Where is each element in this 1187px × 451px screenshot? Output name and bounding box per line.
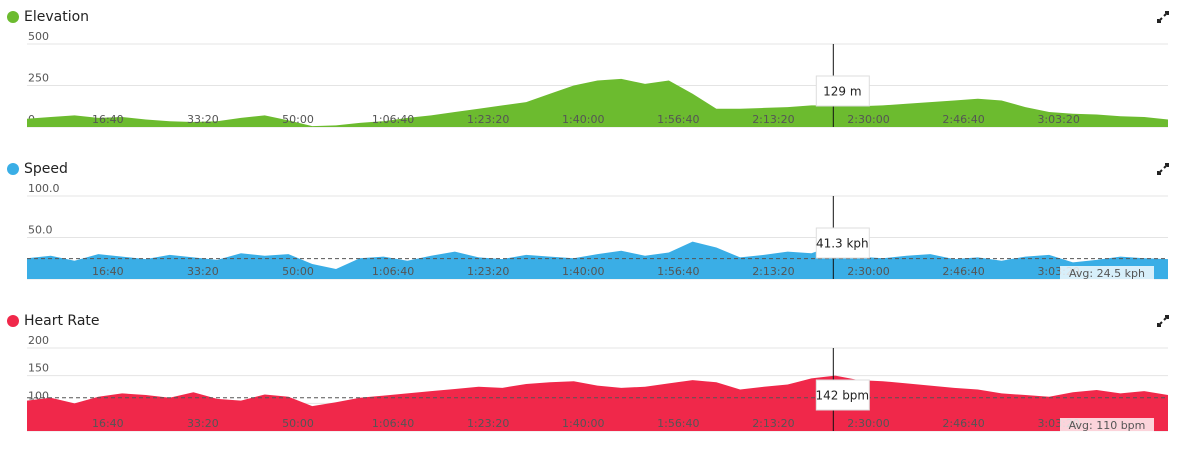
x-tick-label: 1:40:00 [562, 113, 604, 126]
x-tick-label: 1:06:40 [372, 113, 414, 126]
x-tick-label: 1:06:40 [372, 265, 414, 278]
chart-title: Speed [24, 161, 68, 177]
x-tick-label: 2:13:20 [752, 265, 794, 278]
x-tick-label: 1:40:00 [562, 417, 604, 430]
x-tick-label: 50:00 [282, 265, 314, 278]
x-tick-label: 2:30:00 [847, 113, 889, 126]
expand-icon [1157, 163, 1169, 175]
x-tick-label: 16:40 [92, 417, 124, 430]
x-tick-label: 3:03:20 [1037, 113, 1079, 126]
tooltip-label: 41.3 kph [816, 237, 869, 251]
x-tick-label: 2:46:40 [942, 113, 984, 126]
tooltip-label: 129 m [823, 85, 861, 99]
y-tick-label: 500 [28, 30, 49, 43]
legend-dot [7, 315, 19, 327]
x-tick-label: 16:40 [92, 265, 124, 278]
y-tick-label: 100.0 [28, 182, 60, 195]
x-tick-label: 2:46:40 [942, 417, 984, 430]
legend-dot [7, 163, 19, 175]
x-tick-label: 33:20 [187, 113, 219, 126]
tooltip-box [815, 227, 870, 259]
x-tick-label: 1:23:20 [467, 417, 509, 430]
expand-arrows [1157, 11, 1169, 23]
expand-icon [1157, 315, 1169, 327]
average-label: Avg: 24.5 kph [1069, 267, 1145, 280]
x-tick-label: 1:40:00 [562, 265, 604, 278]
x-tick-label: 2:13:20 [752, 113, 794, 126]
average-label-bg [1060, 418, 1154, 434]
x-tick-label: 1:23:20 [467, 265, 509, 278]
x-tick-label: 1:23:20 [467, 113, 509, 126]
expand-arrows [1157, 163, 1169, 175]
average-label-bg [1060, 266, 1154, 282]
expand-icon [1157, 11, 1169, 23]
average-label: Avg: 110 bpm [1069, 419, 1146, 432]
x-tick-label: 1:56:40 [657, 417, 699, 430]
expand-arrows [1157, 315, 1169, 327]
x-tick-label: 2:30:00 [847, 417, 889, 430]
x-tick-label: 1:56:40 [657, 265, 699, 278]
tooltip-box [815, 75, 870, 107]
legend-dot [7, 11, 19, 23]
x-tick-label: 1:06:40 [372, 417, 414, 430]
x-tick-label: 16:40 [92, 113, 124, 126]
x-tick-label: 2:30:00 [847, 265, 889, 278]
tooltip-box [815, 379, 870, 411]
area [27, 78, 1168, 127]
x-tick-label: 2:46:40 [942, 265, 984, 278]
area [27, 375, 1168, 431]
x-tick-label: 50:00 [282, 417, 314, 430]
area [27, 241, 1168, 279]
y-tick-label: 250 [28, 72, 49, 85]
chart-title: Heart Rate [24, 313, 100, 329]
x-tick-label: 33:20 [187, 417, 219, 430]
x-tick-label: 33:20 [187, 265, 219, 278]
tooltip-label: 142 bpm [815, 389, 869, 403]
x-tick-label: 1:56:40 [657, 113, 699, 126]
y-tick-label: 200 [28, 334, 49, 347]
x-tick-label: 50:00 [282, 113, 314, 126]
chart-title: Elevation [24, 9, 89, 25]
y-tick-label: 150 [28, 362, 49, 375]
x-tick-label: 2:13:20 [752, 417, 794, 430]
y-tick-label: 50.0 [28, 224, 53, 237]
